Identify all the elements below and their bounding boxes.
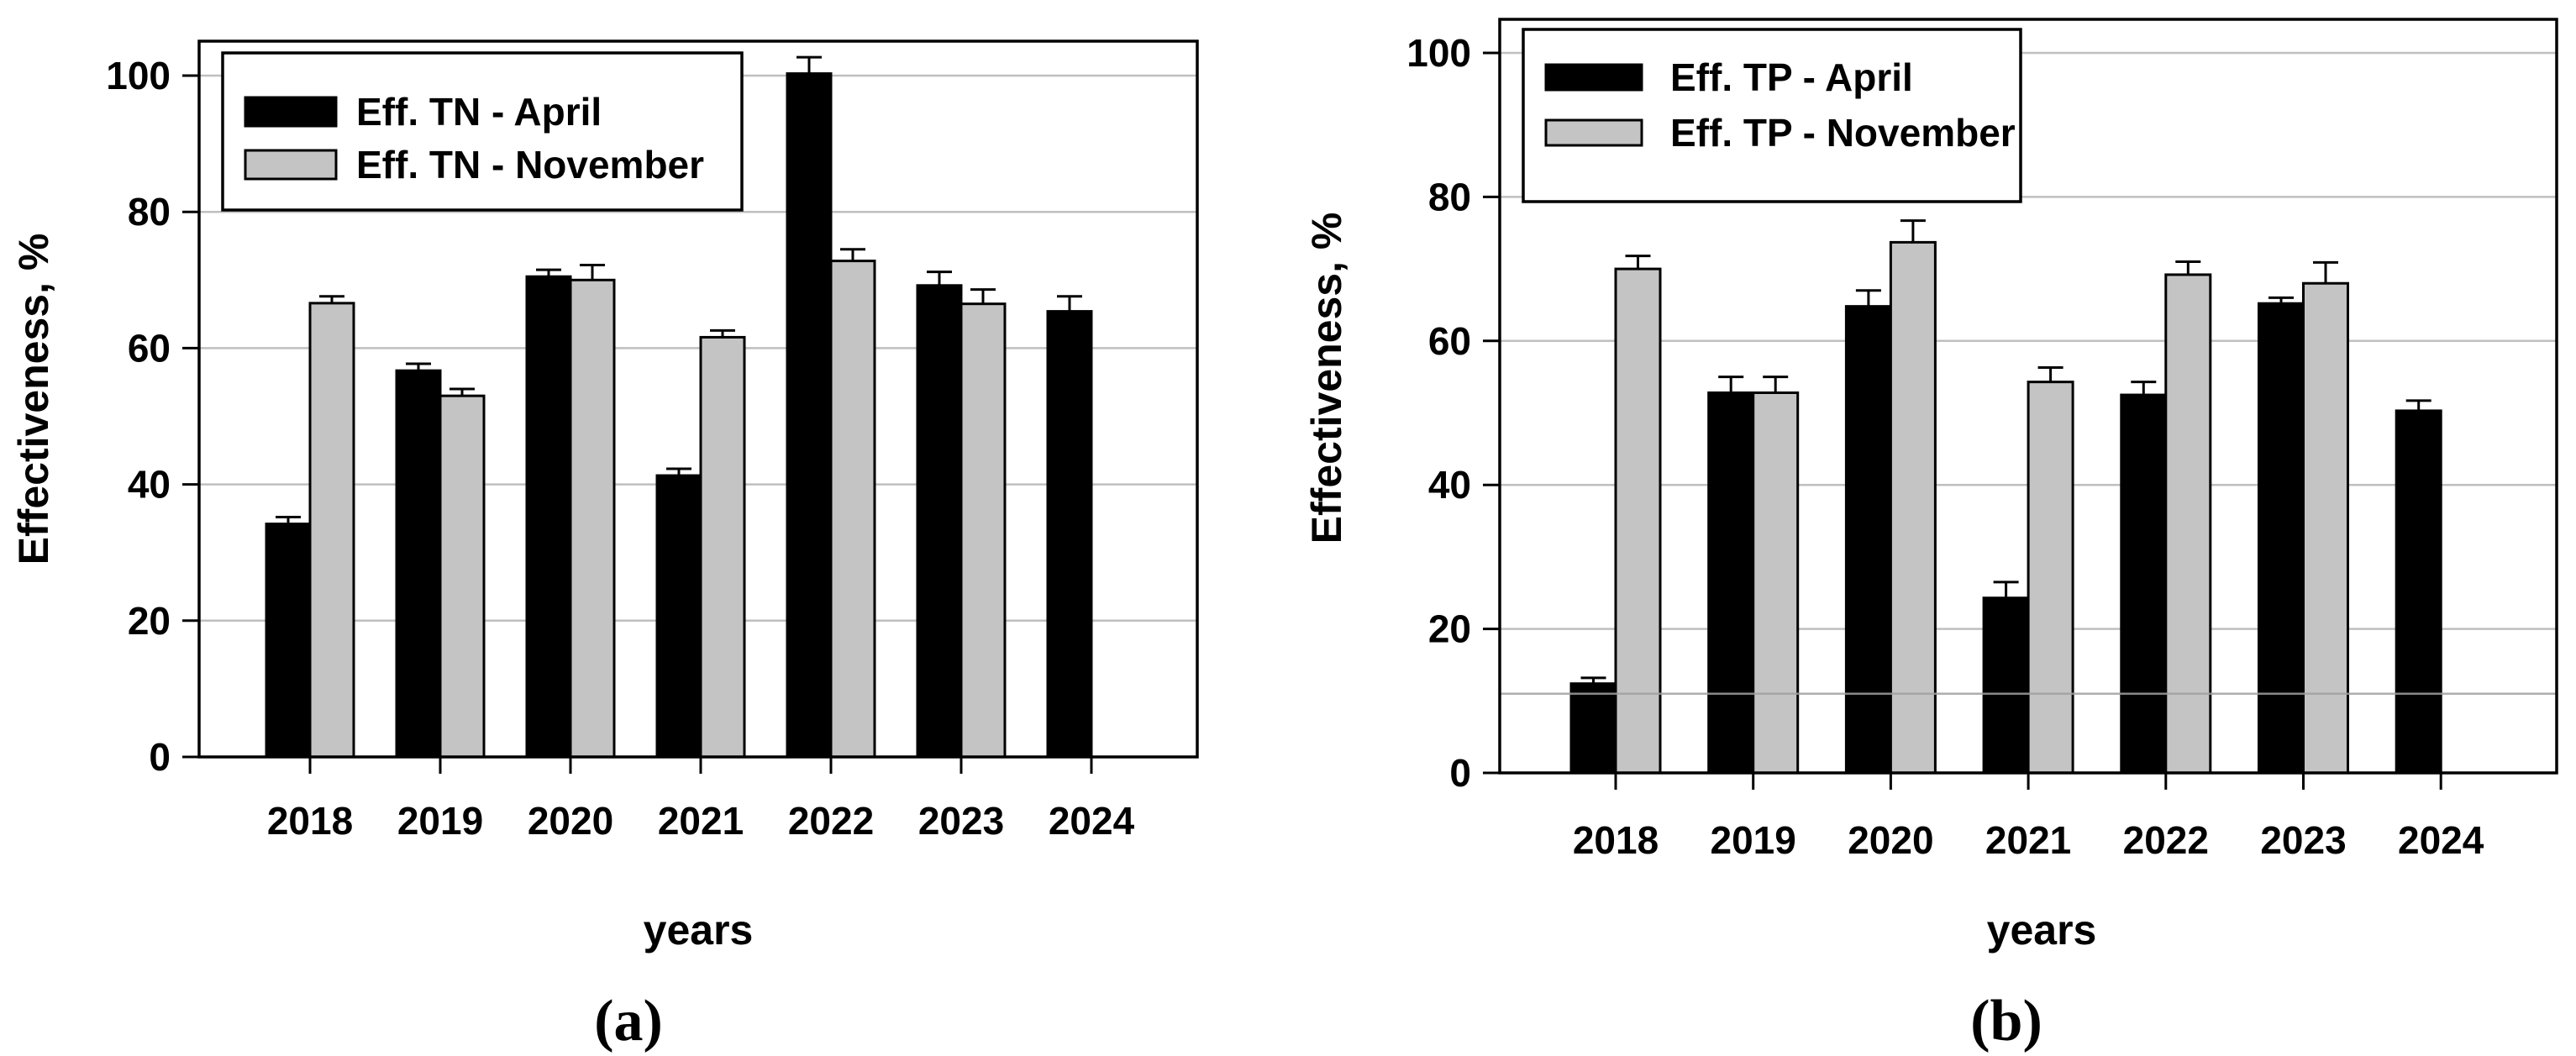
x-axis-title: years <box>644 906 754 954</box>
legend-swatch-april <box>244 96 338 128</box>
y-tick-label-20: 20 <box>128 599 171 643</box>
bar-2024-april <box>1046 310 1093 759</box>
bar-2021-april <box>655 474 702 759</box>
y-axis-title: Effectiveness, % <box>1303 213 1350 544</box>
panel-label-a: (a) <box>594 989 663 1053</box>
bar-2020-november <box>1889 240 1937 775</box>
legend-label-november: Eff. TN - November <box>356 143 704 187</box>
bar-2023-april <box>2258 302 2305 775</box>
y-tick-label-20: 20 <box>1428 607 1471 651</box>
bar-2018-november <box>1614 267 1662 775</box>
bar-2021-november <box>2027 381 2074 775</box>
bar-2019-april <box>1707 391 1755 775</box>
bar-2021-november <box>699 335 746 759</box>
y-tick-label-40: 40 <box>128 463 171 507</box>
bar-2022-april <box>786 72 833 759</box>
x-tick-label-2018: 2018 <box>267 799 353 843</box>
bar-2020-april <box>1844 305 1892 775</box>
y-tick-label-60: 60 <box>128 326 171 370</box>
x-tick-label-2024: 2024 <box>2398 818 2484 862</box>
y-tick-label-100: 100 <box>1406 31 1471 75</box>
plot-frame <box>1498 18 2558 775</box>
x-tick-label-2021: 2021 <box>658 799 744 843</box>
y-tick-label-80: 80 <box>128 190 171 234</box>
bar-2022-april <box>2120 393 2168 775</box>
bar-2022-november <box>829 260 876 759</box>
bar-2018-november <box>308 302 355 759</box>
y-tick-label-60: 60 <box>1428 319 1471 363</box>
x-tick-label-2024: 2024 <box>1049 799 1135 843</box>
x-tick-label-2019: 2019 <box>1711 818 1796 862</box>
bar-2023-november <box>959 302 1007 759</box>
y-tick-label-100: 100 <box>106 54 171 97</box>
legend-box <box>1522 28 2022 203</box>
y-axis-title: Effectiveness, % <box>10 234 57 565</box>
bar-2023-november <box>2302 281 2349 775</box>
chart-panel-b: 2018 2019 2020 2021 2022 2023 2024 0 20 40 60 80 100… <box>1303 18 2558 1053</box>
legend-swatch-november <box>244 149 338 181</box>
panel-label-b: (b) <box>1970 989 2042 1053</box>
y-tick-label-0: 0 <box>149 735 171 779</box>
x-tick-label-2023: 2023 <box>2260 818 2346 862</box>
bar-2019-april <box>395 369 442 759</box>
x-tick-label-2021: 2021 <box>1985 818 2071 862</box>
legend-label-november: Eff. TP - November <box>1670 111 2016 155</box>
x-tick-label-2018: 2018 <box>1573 818 1659 862</box>
x-tick-label-2020: 2020 <box>528 799 613 843</box>
legend-label-april: Eff. TP - April <box>1670 55 1913 99</box>
bar-2020-november <box>569 278 616 759</box>
bar-2021-april <box>1982 596 2030 775</box>
bar-2019-november <box>439 394 486 759</box>
legend-swatch-november <box>1544 118 1643 147</box>
bar-2020-april <box>525 275 572 759</box>
x-axis-title: years <box>1987 906 2097 954</box>
y-tick-label-40: 40 <box>1428 463 1471 507</box>
bar-2018-april <box>1569 682 1617 775</box>
x-tick-label-2020: 2020 <box>1848 818 1933 862</box>
y-tick-label-80: 80 <box>1428 175 1471 218</box>
chart-panel-a: 2018 2019 2020 2021 2022 2023 2024 0 20 40 60 80 100… <box>10 39 1199 1053</box>
plot-frame <box>197 39 1199 759</box>
x-tick-label-2022: 2022 <box>788 799 874 843</box>
bar-2022-november <box>2164 273 2212 775</box>
legend-swatch-april <box>1544 63 1643 92</box>
x-tick-label-2023: 2023 <box>918 799 1004 843</box>
bar-2019-november <box>1752 391 1800 775</box>
legend-box <box>221 51 744 212</box>
bar-2023-april <box>916 284 963 759</box>
bar-2024-april <box>2395 409 2442 775</box>
x-tick-label-2022: 2022 <box>2123 818 2209 862</box>
y-tick-label-0: 0 <box>1449 751 1471 795</box>
bar-2018-april <box>265 523 312 759</box>
legend-label-april: Eff. TN - April <box>356 90 602 134</box>
x-tick-label-2019: 2019 <box>397 799 483 843</box>
